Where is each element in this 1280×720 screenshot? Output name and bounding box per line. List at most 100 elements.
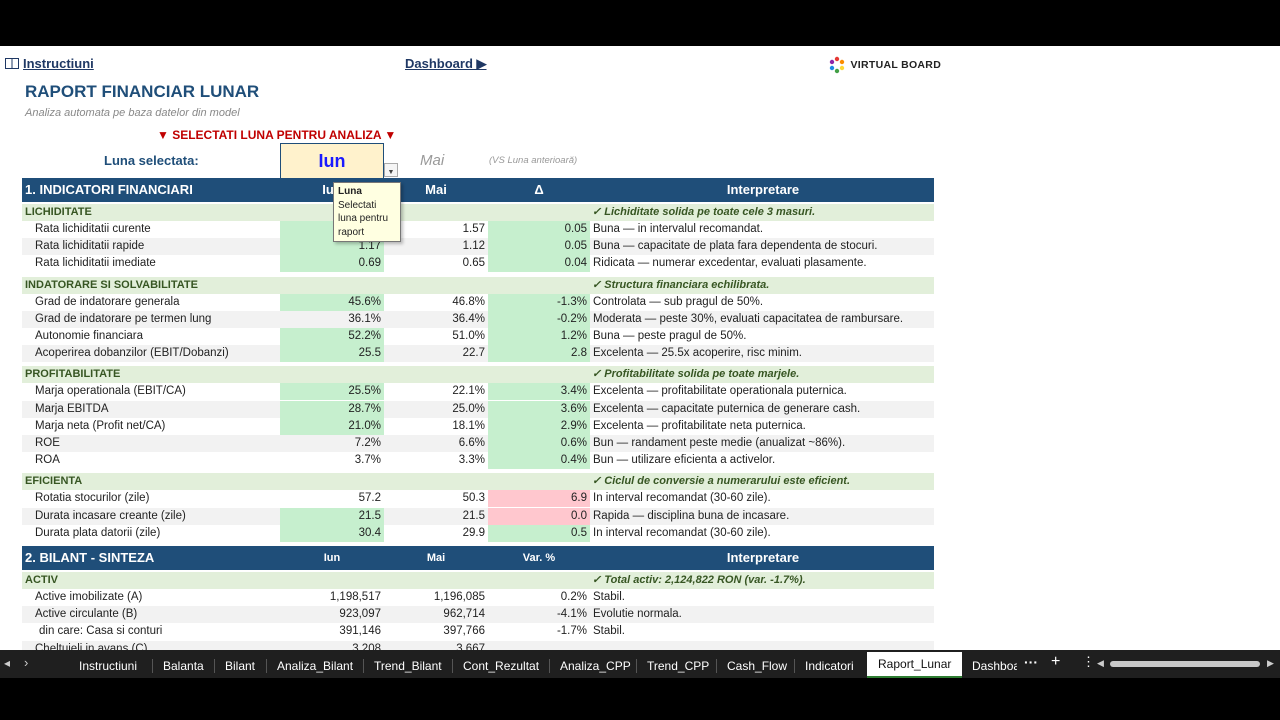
- tab-separator: [716, 659, 717, 673]
- value-variation[interactable]: 0.2%: [560, 591, 587, 603]
- value-previous[interactable]: 397,766: [443, 625, 485, 638]
- value-variation[interactable]: [488, 641, 590, 650]
- value-delta[interactable]: 1.2%: [488, 328, 590, 345]
- indicator-label: Grad de indatorare pe termen lung: [35, 312, 212, 325]
- group-note: ✓ Ciclul de conversie a numerarului este…: [592, 475, 851, 488]
- add-sheet-icon[interactable]: +: [1051, 653, 1061, 670]
- value-previous[interactable]: 6.6%: [458, 437, 485, 449]
- value-variation[interactable]: -4.1%: [556, 608, 587, 621]
- value-current[interactable]: 1,198,517: [329, 591, 381, 603]
- value-current[interactable]: 0.69: [280, 255, 384, 273]
- indicator-label: Rotatia stocurilor (zile): [35, 492, 150, 505]
- indicator-label: Grad de indatorare generala: [35, 295, 180, 308]
- indicator-label: Rata lichiditatii curente: [35, 223, 151, 235]
- sheet-tab[interactable]: Analiza_CPP: [560, 659, 631, 673]
- value-delta[interactable]: 0.4%: [488, 452, 590, 470]
- group-note: ✓ Structura financiara echilibrata.: [592, 278, 770, 291]
- scroll-tabs-left[interactable]: ◂: [4, 656, 11, 670]
- value-current[interactable]: 25.5: [280, 345, 384, 363]
- sheet-tab[interactable]: Dashboa: [972, 659, 1017, 673]
- column-previous: Mai: [426, 552, 446, 564]
- scroll-right-icon[interactable]: ▶: [1267, 658, 1274, 668]
- value-delta[interactable]: 6.9: [488, 490, 590, 508]
- value-current[interactable]: 3.7%: [354, 454, 381, 467]
- value-delta[interactable]: 0.5: [488, 524, 590, 542]
- more-tabs-icon[interactable]: ···: [1024, 654, 1038, 670]
- value-current[interactable]: 21.0%: [280, 417, 384, 435]
- value-current[interactable]: 3,208: [352, 642, 381, 650]
- value-current[interactable]: 52.2%: [280, 328, 384, 345]
- interpretation: Stabil.: [593, 591, 625, 603]
- value-previous[interactable]: 1,196,085: [433, 591, 485, 603]
- sheet-tab[interactable]: Analiza_Bilant: [277, 659, 354, 673]
- value-previous[interactable]: 22.7: [462, 347, 485, 360]
- sheet-tab[interactable]: Raport_Lunar: [867, 652, 963, 678]
- value-variation[interactable]: -1.7%: [556, 625, 587, 638]
- instructions-link-label[interactable]: Instructiuni: [23, 56, 94, 71]
- interpretation: Controlata — sub pragul de 50%.: [593, 295, 764, 308]
- value-delta[interactable]: 0.05: [488, 221, 590, 238]
- value-previous[interactable]: 0.65: [462, 257, 485, 270]
- sheet-tab[interactable]: Cash_Flow: [727, 659, 788, 673]
- value-current[interactable]: 21.5: [280, 507, 384, 525]
- sheet-tab[interactable]: Trend_CPP: [647, 659, 710, 673]
- spreadsheet-area[interactable]: Instructiuni Dashboard ▶ VIRTUAL BOARD R…: [0, 46, 1280, 650]
- sheet-tab[interactable]: Instructiuni: [79, 659, 138, 673]
- value-previous[interactable]: 36.4%: [452, 312, 485, 325]
- value-current[interactable]: 391,146: [339, 625, 381, 638]
- month-dropdown-button[interactable]: ▼: [384, 163, 398, 177]
- value-current[interactable]: 30.4: [280, 524, 384, 542]
- sheet-tab[interactable]: Cont_Rezultat: [463, 659, 540, 673]
- value-previous[interactable]: 3,667: [456, 642, 485, 650]
- value-previous[interactable]: 1.12: [462, 240, 485, 253]
- value-current[interactable]: 7.2%: [354, 437, 381, 449]
- value-previous[interactable]: 21.5: [462, 509, 485, 522]
- value-current[interactable]: 45.6%: [280, 293, 384, 311]
- sheet-tab[interactable]: Trend_Bilant: [374, 659, 442, 673]
- value-current[interactable]: 1.17: [280, 238, 384, 256]
- column-interpretation: Interpretare: [726, 550, 800, 565]
- value-current[interactable]: 923,097: [339, 608, 381, 621]
- value-previous[interactable]: 3.3%: [458, 454, 485, 467]
- scroll-tabs-right[interactable]: ›: [24, 655, 29, 670]
- table-row: ROE 7.2% 6.6% 0.6% Bun — randament peste…: [22, 435, 934, 452]
- scroll-left-icon[interactable]: ◀: [1097, 658, 1104, 668]
- sheet-tab[interactable]: Indicatori: [805, 659, 854, 673]
- section-title: 1. INDICATORI FINANCIARI: [25, 182, 193, 197]
- horizontal-scrollbar[interactable]: [1110, 661, 1260, 667]
- value-delta[interactable]: 3.4%: [488, 383, 590, 401]
- value-previous[interactable]: 25.0%: [452, 402, 485, 415]
- value-delta[interactable]: 3.6%: [488, 400, 590, 418]
- value-previous[interactable]: 46.8%: [452, 295, 485, 308]
- value-delta[interactable]: 0.04: [488, 255, 590, 273]
- options-icon[interactable]: ⋮: [1082, 654, 1095, 669]
- value-previous[interactable]: 18.1%: [452, 419, 485, 432]
- table-row: Cheltuieli in avans (C) 3,208 3,667: [22, 640, 934, 650]
- value-delta[interactable]: 0.05: [488, 238, 590, 256]
- value-delta[interactable]: 2.9%: [488, 417, 590, 435]
- value-previous[interactable]: 1.57: [462, 223, 485, 235]
- value-previous[interactable]: 22.1%: [452, 385, 485, 398]
- value-delta[interactable]: 0.0: [488, 507, 590, 525]
- value-previous[interactable]: 51.0%: [452, 330, 485, 342]
- value-delta[interactable]: 2.8: [488, 345, 590, 363]
- value-current[interactable]: 25.5%: [280, 383, 384, 401]
- value-delta[interactable]: -0.2%: [488, 310, 590, 328]
- value-previous[interactable]: 962,714: [443, 608, 485, 621]
- sheet-tab[interactable]: Bilant: [225, 659, 256, 673]
- dashboard-link[interactable]: Dashboard ▶: [405, 56, 487, 71]
- group-header: ACTIV ✓ Total activ: 2,124,822 RON (var.…: [22, 572, 934, 589]
- value-delta[interactable]: 0.6%: [488, 435, 590, 452]
- value-delta[interactable]: -1.3%: [488, 293, 590, 311]
- value-current[interactable]: 57.2: [358, 492, 381, 505]
- value-current[interactable]: 28.7%: [280, 400, 384, 418]
- sheet-tab[interactable]: Balanta: [163, 659, 204, 673]
- value-previous[interactable]: 29.9: [462, 526, 485, 539]
- instructions-link[interactable]: Instructiuni: [5, 56, 94, 71]
- group-header: PROFITABILITATE ✓ Profitabilitate solida…: [22, 366, 934, 384]
- table-row: Rotatia stocurilor (zile) 57.2 50.3 6.9 …: [22, 490, 934, 508]
- month-select[interactable]: Iun: [280, 143, 384, 179]
- table-row: Rata lichiditatii rapide 1.17 1.12 0.05 …: [22, 238, 934, 256]
- value-current[interactable]: 36.1%: [348, 312, 381, 325]
- value-previous[interactable]: 50.3: [462, 492, 485, 505]
